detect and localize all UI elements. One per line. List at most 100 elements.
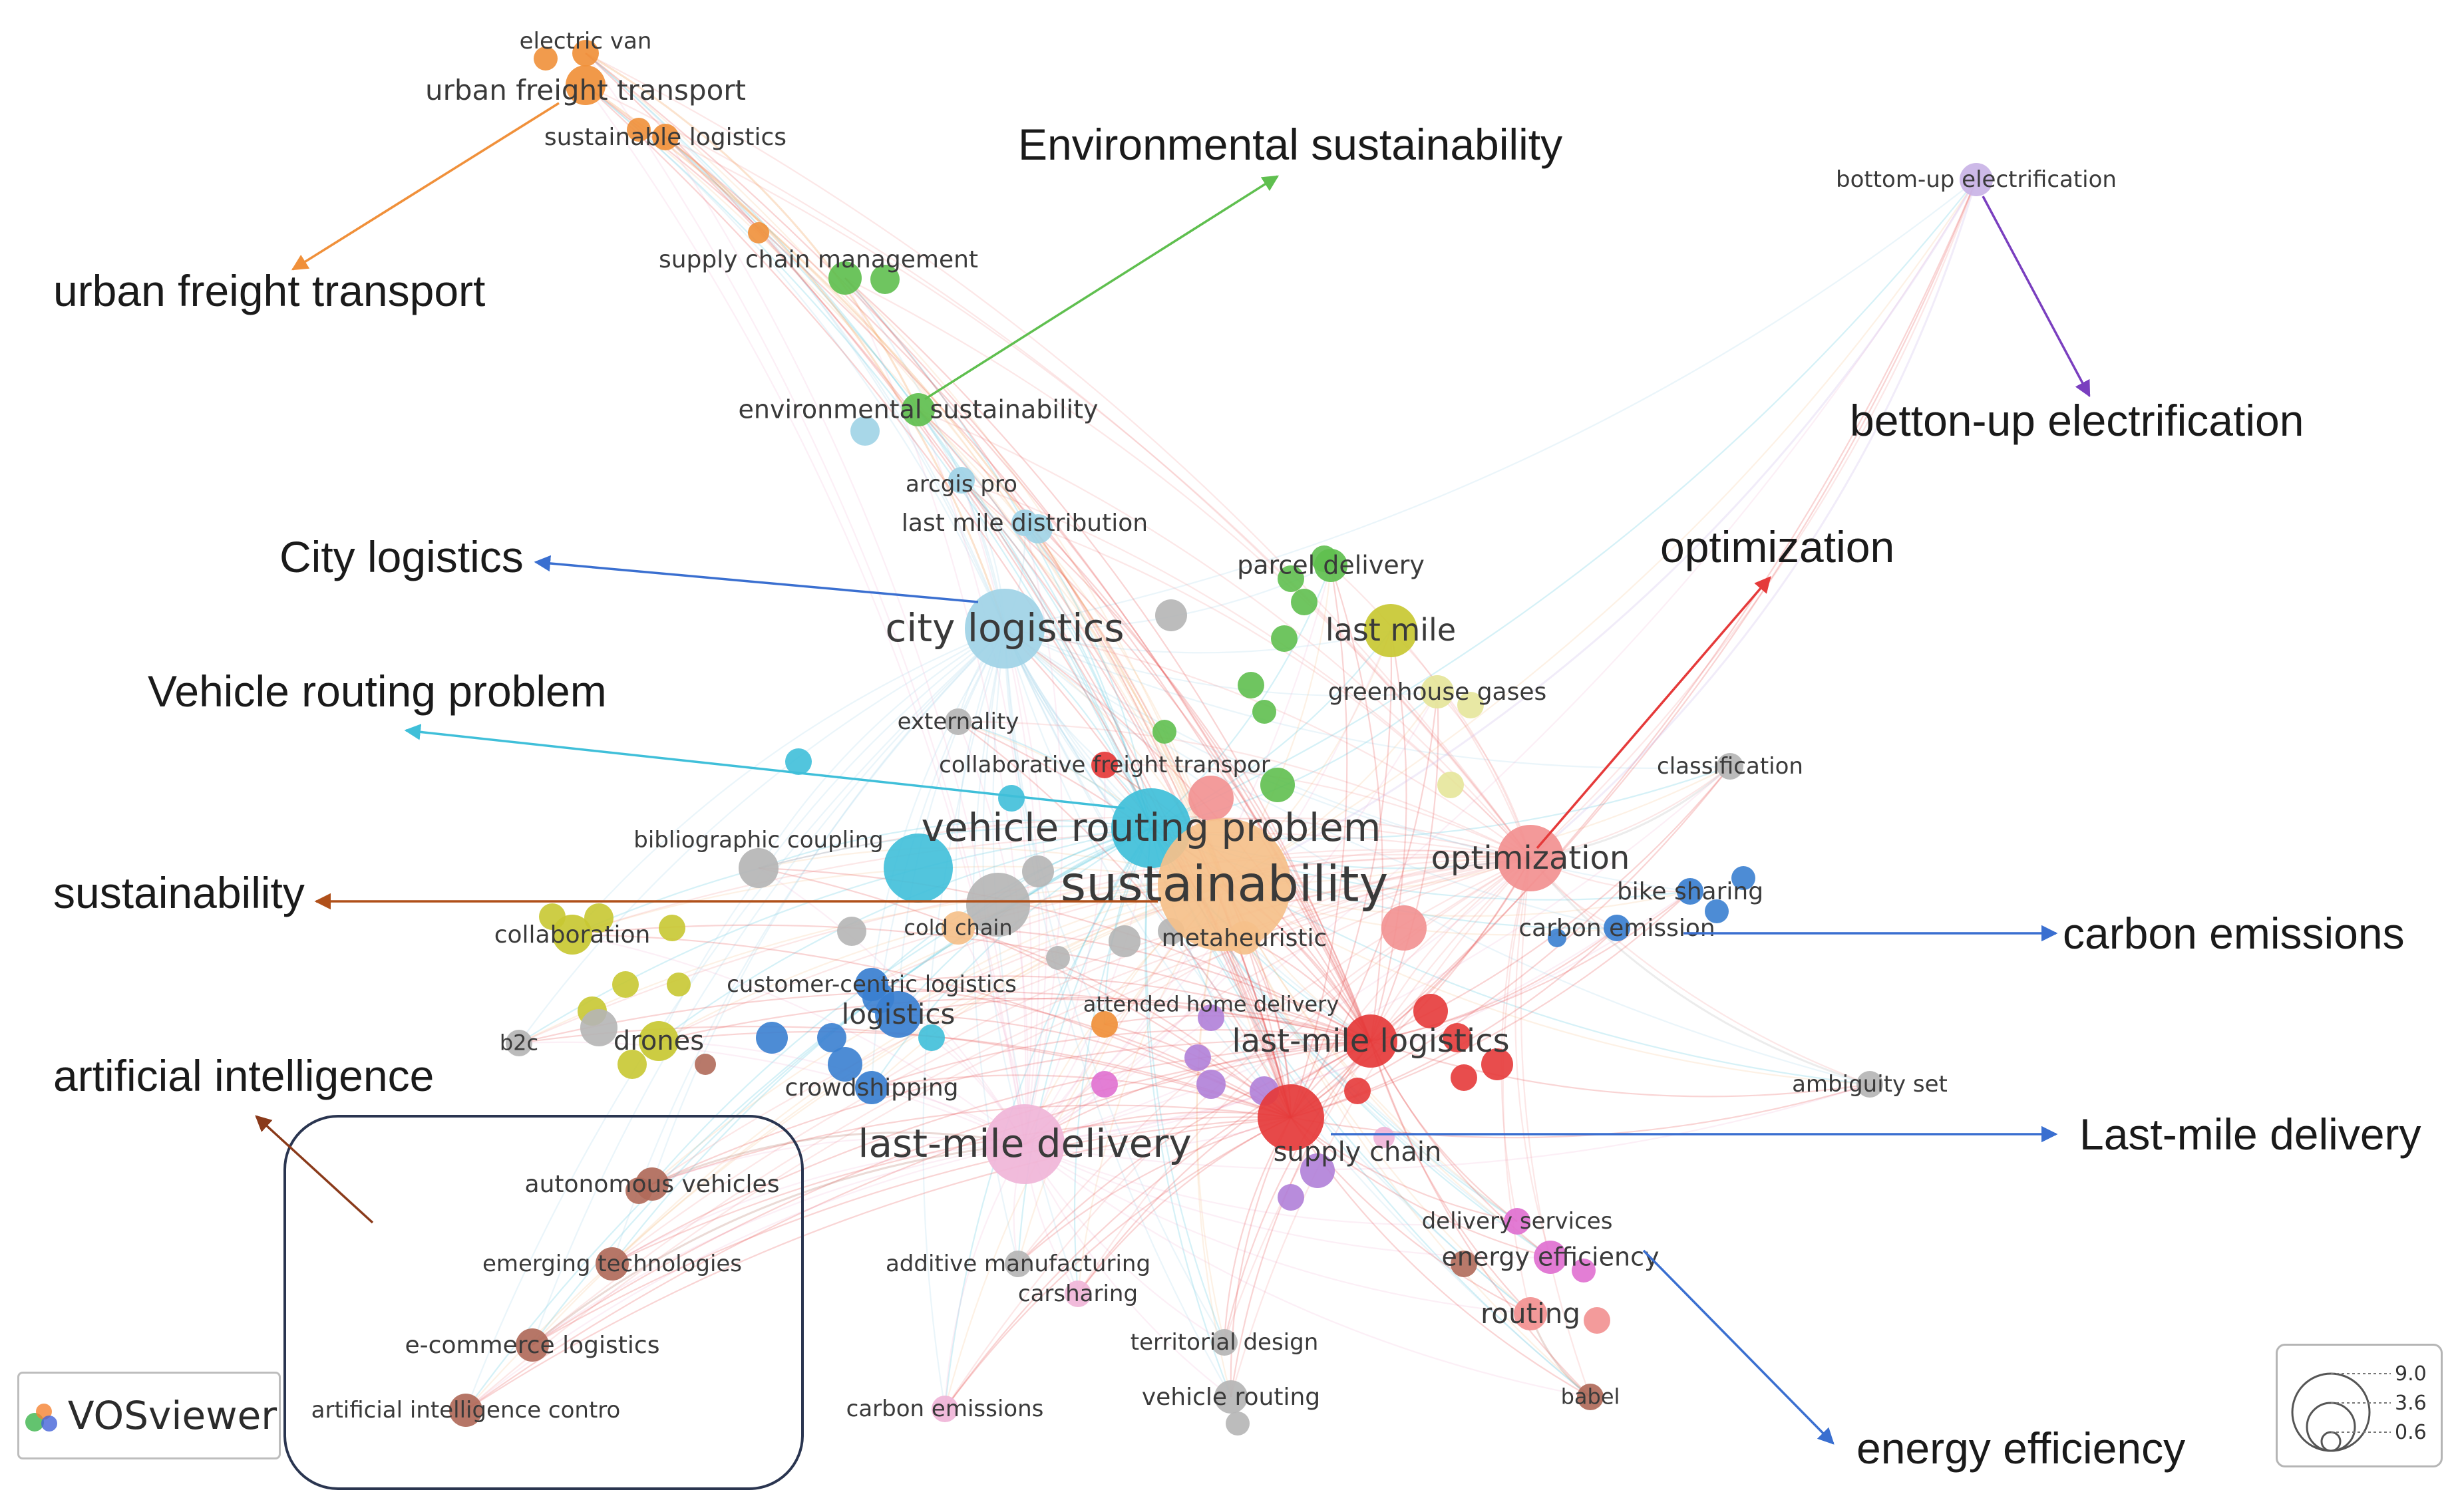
node-bottom-up-electrification[interactable] [1960,163,1993,196]
callout-label-carbon-emissions: carbon emissions [2063,909,2405,958]
network-edge-330 [532,1143,1025,1346]
node-carsharing[interactable] [1065,1281,1091,1307]
node-optimization[interactable] [1497,825,1564,891]
node-label-energy-efficiency: energy efficiency [1442,1243,1660,1272]
network-dot-12 [1252,700,1276,724]
node-energy-efficiency[interactable] [1534,1241,1567,1274]
node-cold-chain[interactable] [942,911,975,945]
node-additive-manufacturing[interactable] [1005,1251,1031,1277]
network-dot-21 [1381,905,1427,951]
network-edge-302 [898,996,1371,1042]
network-dot-38 [580,1009,617,1046]
network-dot-16 [998,785,1025,812]
network-dot-49 [1300,1153,1335,1188]
node-externality[interactable] [945,708,971,735]
network-edge-110 [1004,628,1691,893]
node-carbon-emission[interactable] [1604,915,1630,941]
callout-label-environmental-sustainability: Environmental sustainability [1018,120,1562,169]
network-dot-39 [617,1050,647,1079]
network-edge-111 [1004,628,1618,929]
node-greenhouse-gases[interactable] [1421,675,1454,708]
network-dot-25 [1705,899,1729,923]
node-supply-chain-management[interactable] [828,261,862,295]
network-edge-5 [1224,179,1977,885]
node-crowdshipping[interactable] [855,1071,888,1104]
network-edge-119 [658,628,1005,1042]
network-edge-211 [658,856,1531,1042]
node-territorial-design[interactable] [1211,1329,1238,1356]
node-metaheuristic[interactable] [1228,921,1261,955]
node-label-b2c: b2c [500,1030,538,1056]
network-edge-287 [1369,691,1439,1042]
network-edge-185 [585,84,1531,859]
network-edge-93 [585,84,1006,629]
node-label-metaheuristic: metaheuristic [1162,925,1327,952]
node-autonomous-vehicles[interactable] [635,1167,669,1201]
network-dot-57 [1091,1071,1118,1098]
network-edge-158 [1024,927,1618,1145]
network-edge-181 [1024,1143,1232,1398]
network-dot-59 [1451,1251,1477,1277]
network-edge-218 [1500,857,1532,1222]
artificial-intelligence-cluster-box [283,1115,804,1490]
node-sustainable-logistics[interactable] [652,124,679,150]
network-edge-61 [758,820,1152,869]
network-edge-53 [1024,522,1152,829]
node-routing[interactable] [1514,1297,1547,1330]
node-babel[interactable] [1577,1384,1604,1410]
node-attended-home-delivery[interactable] [1091,1011,1118,1038]
node-last-mile-distribution[interactable] [1011,510,1038,536]
node-logistics[interactable] [875,991,922,1038]
node-carbon-emissions[interactable] [932,1396,958,1422]
network-edge-313 [1017,1040,1371,1265]
node-e-commerce-logistics[interactable] [516,1328,549,1362]
node-classification[interactable] [1717,753,1743,780]
network-edge-130 [992,628,1079,1294]
node-parcel-delivery[interactable] [1314,549,1347,582]
network-edge-180 [1024,1143,1591,1398]
node-delivery-services[interactable] [1504,1208,1530,1235]
node-urban-freight-transport[interactable] [566,65,606,105]
node-label-attended-home-delivery: attended home delivery [1083,992,1339,1017]
node-last-mile[interactable] [1364,604,1417,657]
callout-arrow-betton-up-electrification [1982,196,2091,398]
node-bibliographic-coupling[interactable] [739,848,779,888]
network-edge-220 [612,857,1531,1265]
node-last-mile-delivery[interactable] [985,1104,1065,1184]
node-bike-sharing[interactable] [1677,878,1703,905]
network-edge-307 [1024,1040,1371,1145]
node-vehicle-routing[interactable] [1214,1380,1248,1414]
callout-label-urban-freight-transport: urban freight transport [53,266,485,315]
node-label-electric-van: electric van [520,28,652,55]
network-edge-73 [658,827,1152,1042]
node-sustainability[interactable] [1158,818,1291,951]
node-collaboration[interactable] [552,915,592,955]
network-edge-281 [1370,179,1978,1042]
network-edge-215 [1024,857,1531,1145]
legend-value-mid: 3.6 [2395,1392,2427,1415]
node-electric-van[interactable] [572,40,599,67]
node-emerging-technologies[interactable] [596,1247,629,1281]
node-drones[interactable] [639,1021,679,1061]
network-dot-54 [1451,1064,1477,1091]
network-dot-4 [850,416,880,446]
node-environmental-sustainability[interactable] [902,393,935,426]
node-arcgis-pro[interactable] [948,467,975,494]
network-edge-194 [1390,630,1532,859]
network-edge-300 [871,975,1371,1042]
node-label-supply-chain-management: supply chain management [659,246,978,273]
vosviewer-logo: VOSviewer [17,1372,281,1459]
network-edge-154 [1024,828,1152,1145]
node-artificial-intelligence-control[interactable] [449,1394,482,1427]
node-collaborative-freight-transport[interactable] [1091,752,1118,778]
node-ambiguity-set[interactable] [1856,1071,1883,1098]
network-edge-3 [844,277,1226,885]
node-last-mile-logistics[interactable] [1344,1014,1397,1068]
node-customer-centric-logistics[interactable] [855,968,888,1001]
node-supply-chain[interactable] [1258,1084,1324,1151]
node-b2c[interactable] [506,1030,532,1056]
network-edge-90 [465,828,1152,1411]
network-edge-139 [585,84,1026,1145]
network-edge-254 [871,983,1292,1118]
node-city-logistics[interactable] [965,589,1045,669]
